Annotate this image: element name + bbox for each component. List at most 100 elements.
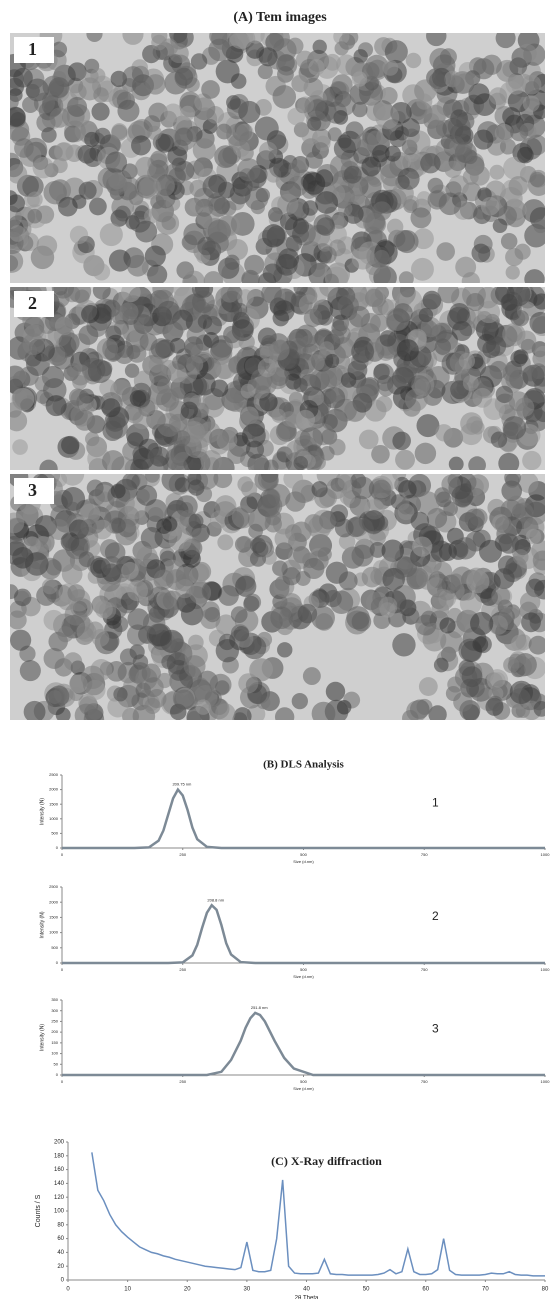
- particle: [511, 634, 528, 652]
- particle: [69, 225, 89, 245]
- particle: [10, 365, 27, 389]
- particle: [333, 110, 349, 125]
- particle: [310, 262, 326, 278]
- x-tick-label: 750: [421, 1079, 428, 1084]
- particle: [512, 549, 529, 565]
- y-tick-label: 350: [51, 997, 58, 1002]
- particle: [303, 308, 323, 328]
- particle: [437, 287, 460, 304]
- particle: [105, 416, 128, 439]
- particle: [375, 105, 400, 130]
- particle: [396, 599, 413, 615]
- x-tick-label: 500: [300, 852, 307, 857]
- particle: [398, 480, 417, 499]
- particle: [308, 59, 325, 76]
- particle: [270, 606, 293, 630]
- particle: [136, 485, 158, 506]
- particle: [404, 388, 428, 412]
- y-tick-label: 0: [56, 845, 59, 850]
- particle: [129, 390, 147, 407]
- particle: [14, 138, 34, 158]
- particle: [525, 528, 542, 545]
- x-tick-label: 250: [179, 967, 186, 972]
- particle: [10, 249, 24, 273]
- particle: [171, 458, 188, 470]
- particle: [250, 537, 267, 554]
- particle: [350, 190, 365, 205]
- particle: [126, 624, 149, 646]
- particle: [412, 536, 433, 557]
- particle: [84, 431, 100, 447]
- particle: [119, 302, 139, 322]
- particle: [111, 124, 128, 141]
- particle: [268, 207, 283, 222]
- particle: [101, 398, 121, 418]
- image-label: 2: [28, 293, 37, 313]
- particle: [315, 135, 331, 152]
- y-tick-label: 500: [51, 830, 58, 835]
- particle: [299, 427, 324, 451]
- particle: [115, 205, 131, 222]
- particle: [190, 53, 208, 70]
- label-box: [14, 291, 54, 317]
- particle: [495, 516, 513, 534]
- particle: [416, 93, 433, 110]
- particle: [241, 423, 266, 448]
- particle: [427, 177, 444, 194]
- particle: [190, 343, 210, 364]
- particle: [315, 613, 333, 631]
- particle: [257, 64, 273, 80]
- x-tick-label: 1000: [541, 852, 550, 857]
- particle: [331, 324, 351, 344]
- particle: [319, 341, 335, 356]
- particle: [451, 485, 474, 507]
- particle: [447, 115, 471, 139]
- particle: [48, 685, 70, 707]
- particle: [164, 71, 188, 95]
- particle: [108, 171, 126, 190]
- x-tick-label: 20: [184, 1287, 191, 1293]
- label-box: [14, 37, 54, 63]
- particle: [91, 102, 110, 121]
- particle: [490, 431, 508, 448]
- x-tick-label: 1000: [541, 1079, 550, 1084]
- particle: [384, 40, 408, 64]
- particle: [364, 288, 384, 308]
- particle: [395, 449, 415, 470]
- particle: [534, 377, 545, 394]
- y-tick-label: 20: [57, 1264, 64, 1270]
- particle: [217, 534, 234, 551]
- particle: [142, 474, 161, 487]
- particle: [324, 589, 342, 608]
- particle: [156, 378, 173, 394]
- particle: [522, 95, 540, 113]
- particle: [27, 191, 43, 208]
- x-axis-label: Size (d.nm): [293, 859, 314, 864]
- particle: [378, 596, 398, 616]
- particle: [317, 547, 332, 562]
- particle: [503, 156, 526, 180]
- particle: [155, 133, 175, 153]
- x-tick-label: 250: [179, 852, 186, 857]
- particle: [415, 491, 440, 515]
- particle: [508, 176, 529, 196]
- particle: [214, 145, 238, 169]
- particle: [307, 354, 325, 371]
- y-tick-label: 140: [54, 1181, 65, 1187]
- particle: [512, 310, 530, 327]
- particle: [35, 389, 50, 404]
- particle: [520, 338, 536, 354]
- particle: [60, 474, 85, 486]
- particle: [191, 528, 207, 543]
- chart-title: (B) DLS Analysis: [263, 759, 344, 771]
- particle: [453, 692, 473, 712]
- particle: [486, 336, 507, 357]
- particle: [295, 409, 316, 430]
- x-tick-label: 0: [61, 967, 64, 972]
- particle: [274, 707, 295, 720]
- particle: [43, 609, 64, 631]
- particle: [192, 290, 215, 314]
- particle: [125, 405, 144, 424]
- particle: [208, 38, 231, 62]
- particle: [363, 510, 385, 532]
